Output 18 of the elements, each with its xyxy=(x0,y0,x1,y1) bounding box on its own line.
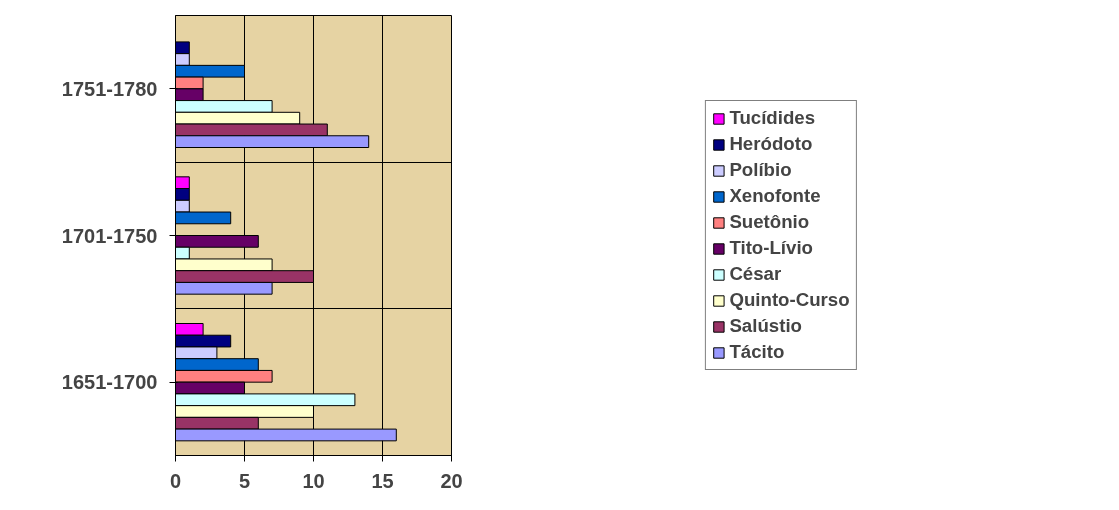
x-tick-label: 5 xyxy=(238,469,251,492)
x-tick-label: 15 xyxy=(371,469,394,492)
legend-label: César xyxy=(729,263,782,285)
legend-label: Tácito xyxy=(729,341,785,363)
y-tick-label: 1651-1700 xyxy=(61,371,158,394)
y-tick-label: 1701-1750 xyxy=(61,224,158,247)
legend-label: Políbio xyxy=(729,159,792,181)
legend-label: Heródoto xyxy=(729,133,813,155)
x-tick-label: 0 xyxy=(169,469,182,492)
x-tick-label: 20 xyxy=(440,469,463,492)
legend-label: Tito-Lívio xyxy=(729,237,813,259)
legend-label: Salústio xyxy=(729,315,802,337)
legend-label: Quinto-Curso xyxy=(729,289,850,311)
legend-label: Xenofonte xyxy=(729,185,821,207)
x-tick-label: 10 xyxy=(302,469,325,492)
y-tick-label: 1751-1780 xyxy=(61,77,158,100)
legend-label: Tucídides xyxy=(729,107,816,129)
legend-label: Suetônio xyxy=(729,211,810,233)
